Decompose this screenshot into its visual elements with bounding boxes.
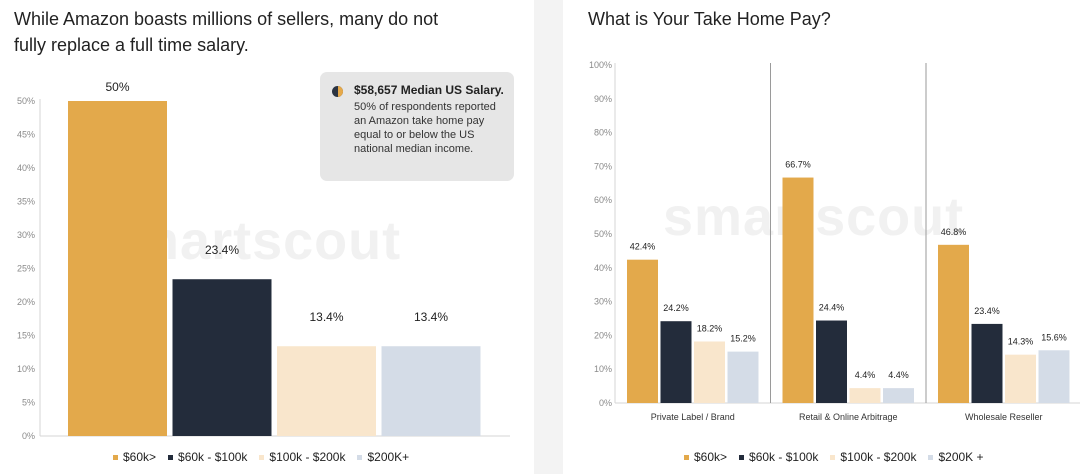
bar-value-label: 23.4%: [974, 306, 1000, 316]
bar-value-label: 14.3%: [1008, 337, 1034, 347]
y-tick-label: 0%: [22, 431, 35, 441]
legend-swatch: [168, 454, 174, 460]
bar-value-label: 46.8%: [941, 227, 967, 237]
bar-value-label: 24.4%: [819, 303, 845, 313]
bar: [883, 388, 914, 403]
y-tick-label: 45%: [17, 130, 35, 140]
bar: [660, 321, 692, 403]
bar: [68, 101, 167, 436]
y-tick-label: 60%: [594, 195, 612, 205]
y-tick-label: 25%: [17, 264, 35, 274]
panel-gutter: [534, 0, 563, 474]
y-tick-label: 35%: [17, 197, 35, 207]
legend-item: $200K +: [928, 450, 984, 464]
y-tick-label: 50%: [17, 96, 35, 106]
bar-value-label: 18.2%: [697, 323, 723, 333]
legend-label: $60k>: [123, 450, 157, 464]
median-salary-callout: $58,657 Median US Salary. 50% of respond…: [320, 72, 514, 181]
x-category-label: Private Label / Brand: [651, 412, 735, 422]
bar-value-label: 15.2%: [730, 334, 756, 344]
legend-swatch: [357, 454, 363, 460]
right-chart-panel: What is Your Take Home Pay? smartscout 0…: [563, 0, 1080, 474]
left-chart-title: While Amazon boasts millions of sellers,…: [14, 9, 439, 55]
legend-swatch: [259, 454, 265, 460]
legend-label: $60k>: [694, 450, 728, 464]
bar-value-label: 4.4%: [855, 370, 876, 380]
y-tick-label: 50%: [594, 229, 612, 239]
legend-swatch: [830, 454, 836, 460]
legend-swatch: [928, 454, 934, 460]
right-chart-legend: $60k> $60k - $100k $100k - $200k $200K +: [684, 450, 984, 464]
bar-value-label: 15.6%: [1041, 332, 1067, 342]
legend-item: $60k>: [684, 450, 727, 464]
bar-value-label: 13.4%: [309, 310, 343, 324]
bar: [277, 346, 376, 436]
bar-value-label: 23.4%: [205, 243, 239, 257]
y-tick-label: 80%: [594, 128, 612, 138]
legend-label: $60k - $100k: [749, 450, 819, 464]
legend-item: $100k - $200k: [830, 450, 916, 464]
left-chart-legend: $60k> $60k - $100k $100k - $200k $200K+: [113, 450, 409, 464]
x-category-label: Wholesale Reseller: [965, 412, 1043, 422]
bar: [381, 346, 481, 436]
bar: [816, 320, 847, 403]
legend-label: $100k - $200k: [269, 450, 346, 464]
callout-body: 50% of respondents reported an Amazon ta…: [354, 101, 496, 155]
y-tick-label: 40%: [17, 163, 35, 173]
bar-value-label: 66.7%: [785, 160, 811, 170]
y-tick-label: 90%: [594, 94, 612, 104]
legend-swatch: [684, 454, 689, 460]
bar: [727, 351, 759, 403]
x-category-label: Retail & Online Arbitrage: [799, 412, 898, 422]
pie-chart-icon: [332, 86, 343, 97]
legend-item: $60k>: [113, 450, 156, 464]
legend-item: $60k - $100k: [168, 450, 247, 464]
bar-value-label: 13.4%: [414, 310, 448, 324]
bar: [938, 244, 969, 403]
y-tick-label: 10%: [17, 364, 35, 374]
y-tick-label: 20%: [594, 330, 612, 340]
bar-value-label: 4.4%: [888, 370, 909, 380]
y-tick-label: 30%: [594, 297, 612, 307]
bar: [971, 323, 1003, 403]
bar: [694, 341, 725, 403]
legend-label: $200K+: [367, 450, 410, 464]
legend-swatch: [739, 454, 745, 460]
legend-item: $60k - $100k: [739, 450, 818, 464]
y-tick-label: 0%: [599, 398, 612, 408]
right-chart-title: What is Your Take Home Pay?: [588, 9, 831, 29]
right-chart-plot: 0% 10% 20% 30% 40% 50% 60% 70% 80% 90% 100% Private…: [589, 60, 1080, 422]
left-chart-panel: While Amazon boasts millions of sellers,…: [0, 0, 534, 474]
left-chart-plot: 0% 5% 10% 15% 20% 25% 30% 35% 40% 45% 50% 50% 23.4% 1…: [17, 80, 510, 441]
bar: [1038, 350, 1070, 403]
bar: [627, 259, 658, 403]
bar: [849, 388, 881, 403]
bar-value-label: 24.2%: [663, 303, 689, 313]
bar-value-label: 42.4%: [630, 242, 656, 252]
y-tick-label: 15%: [17, 331, 35, 341]
legend-item: $200K+: [357, 450, 409, 464]
legend-swatch: [113, 454, 118, 460]
y-tick-label: 40%: [594, 263, 612, 273]
y-tick-label: 70%: [594, 161, 612, 171]
bar: [172, 279, 272, 436]
bar: [782, 177, 814, 403]
y-tick-label: 5%: [22, 398, 35, 408]
y-tick-label: 10%: [594, 364, 612, 374]
legend-label: $60k - $100k: [178, 450, 248, 464]
bar: [1005, 354, 1036, 403]
legend-label: $200K +: [938, 450, 984, 464]
callout-title: $58,657 Median US Salary.: [354, 83, 504, 97]
y-tick-label: 20%: [17, 297, 35, 307]
legend-item: $100k - $200k: [259, 450, 345, 464]
y-tick-label: 30%: [17, 230, 35, 240]
bar-value-label: 50%: [105, 80, 129, 94]
legend-label: $100k - $200k: [840, 450, 917, 464]
y-tick-label: 100%: [589, 60, 612, 70]
